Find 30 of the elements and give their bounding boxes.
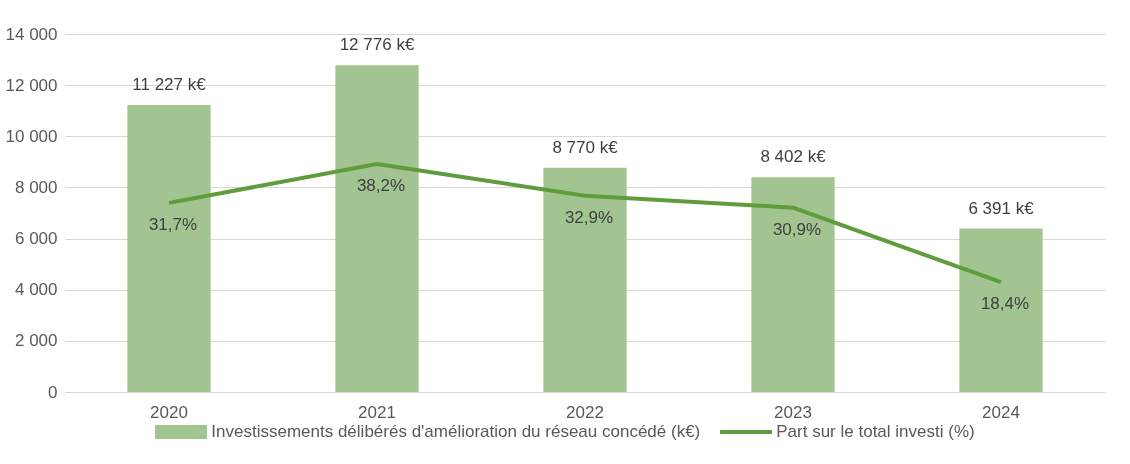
data-label: 12 776 k€ [339,35,415,55]
y-tick-label: 6 000 [14,229,58,249]
x-tick-label: 2021 [358,402,396,422]
data-label: 31,7% [148,214,198,234]
x-tick-label: 2020 [150,402,188,422]
data-label: 30,9% [772,219,822,239]
bar [335,65,419,392]
y-tick-label: 12 000 [5,75,58,95]
bar [959,228,1043,392]
data-label: 8 770 k€ [552,137,619,157]
y-tick-label: 8 000 [14,177,58,197]
y-tick-label: 10 000 [5,126,58,146]
data-label: 18,4% [980,294,1030,314]
data-label: 6 391 k€ [968,198,1035,218]
data-label: 32,9% [564,207,614,227]
x-tick-label: 2024 [982,402,1020,422]
data-label: 38,2% [356,176,406,196]
legend-label: Part sur le total investi (%) [776,422,975,442]
x-tick-label: 2023 [774,402,812,422]
y-tick-label: 2 000 [14,331,58,351]
data-label: 8 402 k€ [760,147,827,167]
bar [543,167,627,392]
legend-label: Investissements délibérés d'amélioration du réseau concédé (k€) [211,422,701,442]
data-label: 11 227 k€ [132,74,207,94]
bar [751,177,835,392]
x-tick-label: 2022 [566,402,604,422]
y-tick-label: 4 000 [14,280,58,300]
bar [127,104,211,392]
y-tick-label: 0 [48,382,58,402]
y-tick-label: 14 000 [5,24,58,44]
